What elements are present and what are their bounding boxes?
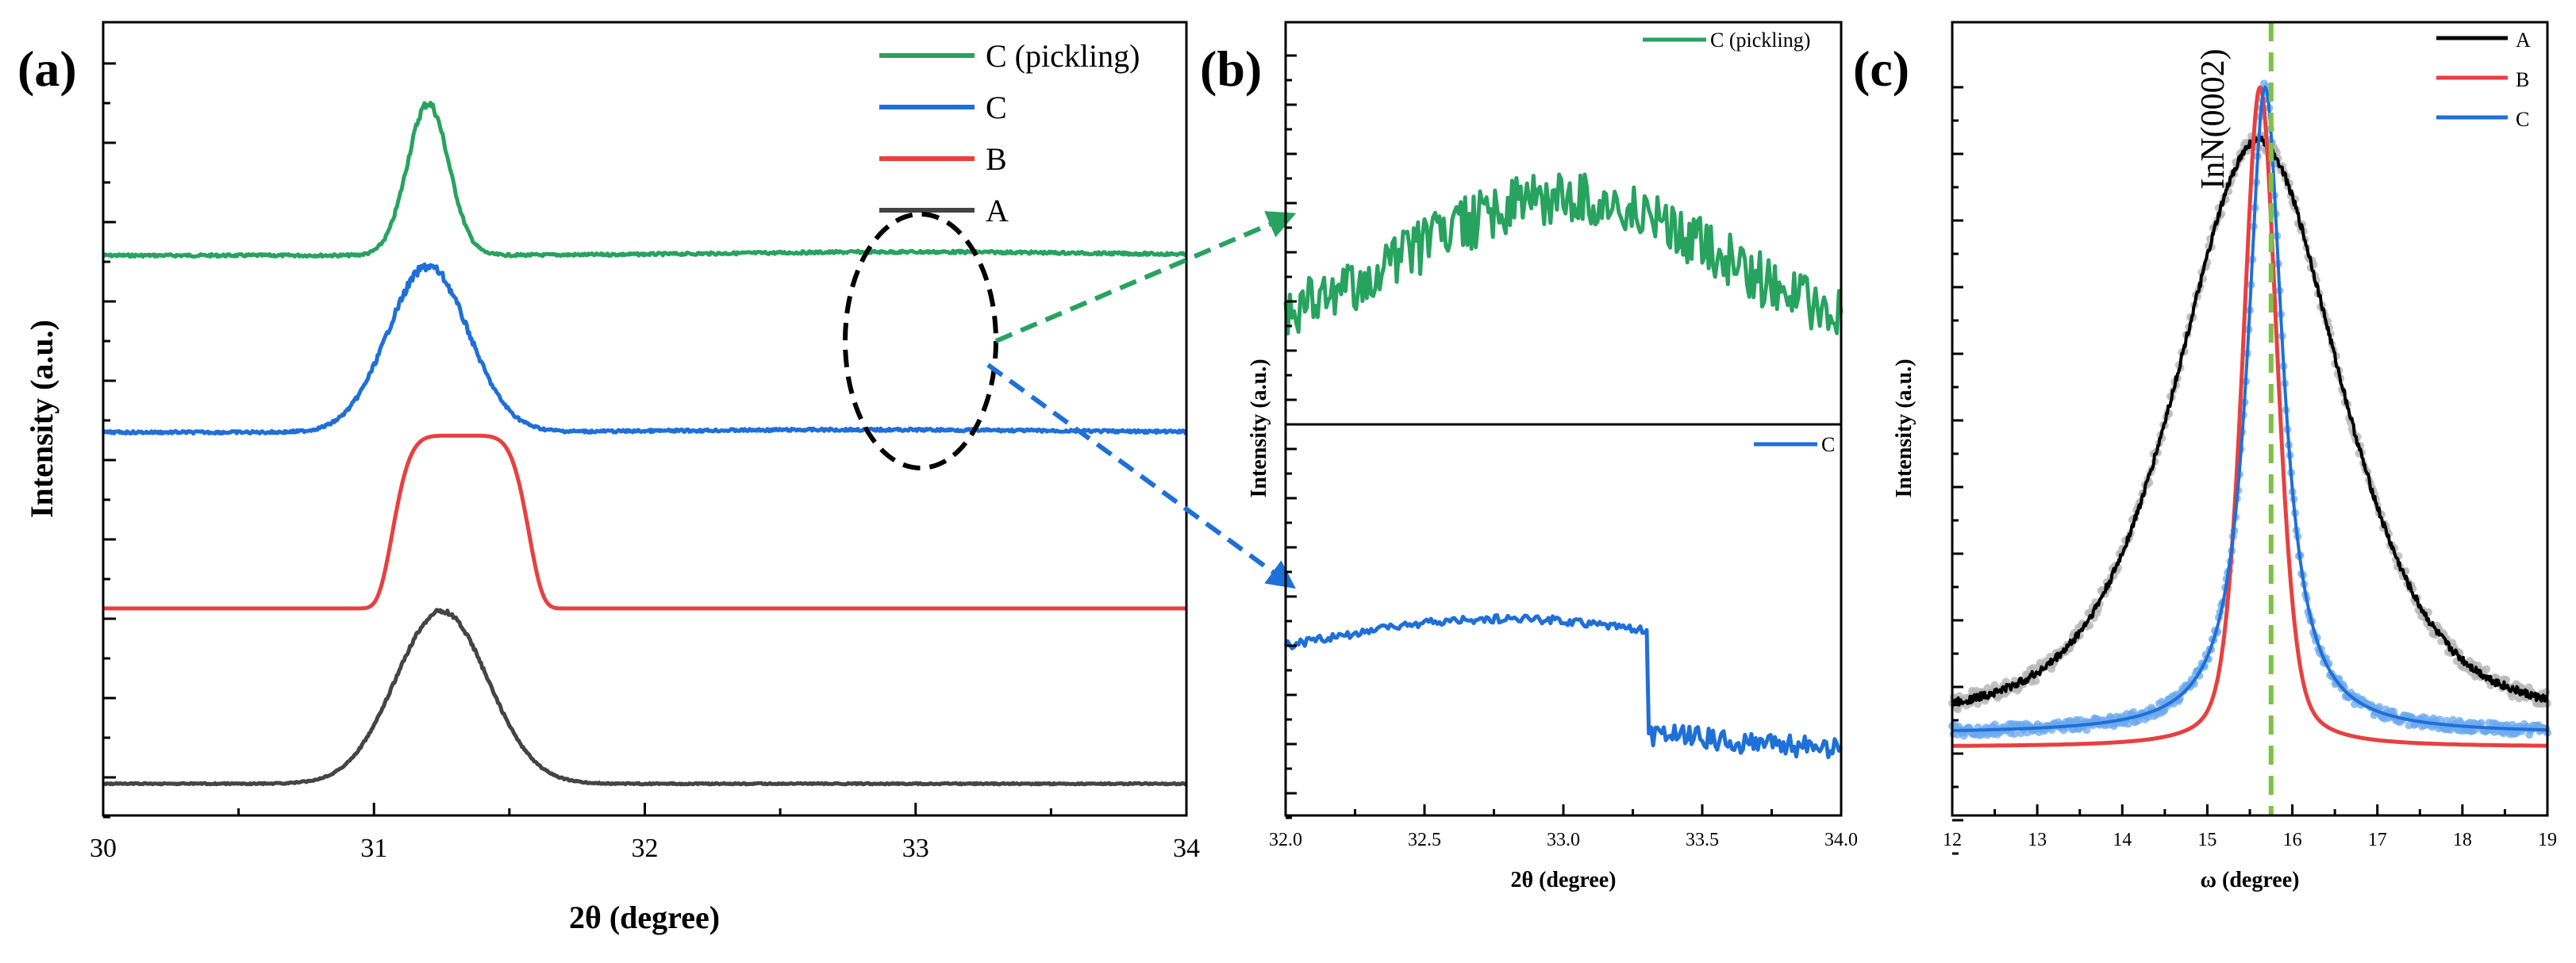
arrow-to-panel-b-bottom (986, 363, 1296, 589)
panel-b-frame (1284, 21, 1843, 817)
panel-a-xtick-label: 31 (360, 834, 387, 863)
panel-c-series-b (1951, 85, 2549, 748)
panel-a: (a) 30 31 32 33 34 2θ (degree) Intensity (a.… (17, 21, 1297, 935)
panel-c-xtick-label: 15 (2197, 830, 2217, 850)
panel-b-xtick-label: 33.0 (1547, 830, 1580, 850)
panel-a-ylabel: Intensity (a.u.) (24, 320, 60, 518)
panel-c-xlabel: ω (degree) (2201, 868, 2300, 892)
panel-c-point-a (2482, 665, 2491, 673)
panel-c-point-c (2477, 719, 2486, 727)
panel-a-xtick-label: 33 (902, 834, 929, 863)
panel-c-point-c (2436, 716, 2444, 724)
panel-c-series-a (1951, 136, 2549, 707)
panel-c-point-c (2375, 703, 2384, 712)
panel-c-point-a (2032, 677, 2040, 685)
panel-a-frame (102, 21, 1188, 817)
panel-a-legend-label: B (986, 141, 1007, 177)
panel-c-point-a (1990, 681, 1999, 689)
panel-b-label: (b) (1200, 40, 1262, 97)
panel-a-legend-label: A (986, 193, 1009, 228)
panel-c: (c) 12 13 14 15 16 17 18 19 ω (degree) Intensit… (1853, 21, 2557, 892)
panel-c-point-c (2010, 730, 2019, 739)
panel-b-ticks: 32.0 32.5 33.0 33.5 34.0 (1269, 54, 1858, 850)
panel-c-point-a (1974, 700, 1982, 708)
panel-c-plot-area (1948, 22, 2551, 815)
panel-c-xtick-label: 14 (2113, 830, 2132, 850)
panel-c-xtick-label: 19 (2538, 830, 2557, 850)
panel-c-ticks: 12 13 14 15 16 17 18 19 (1943, 86, 2557, 855)
panel-c-legend-label: C (2516, 108, 2529, 131)
panel-b-xlabel: 2θ (degree) (1510, 868, 1616, 892)
panel-b-legend-label: C (1821, 433, 1835, 456)
panel-b-xtick-label: 33.5 (1686, 830, 1719, 850)
panel-c-label: (c) (1853, 40, 1909, 97)
panel-b-xtick-label: 32.0 (1269, 830, 1302, 850)
panel-a-legend: C (pickling) CBA (879, 38, 1140, 228)
panel-a-series-c (101, 262, 1188, 435)
panel-c-legend-label: B (2516, 68, 2529, 91)
panel-a-xlabel: 2θ (degree) (569, 900, 720, 935)
panel-c-xtick-label: 17 (2368, 830, 2387, 850)
panel-c-xtick-label: 18 (2453, 830, 2472, 850)
panel-b-legend-label: C (pickling) (1710, 29, 1810, 52)
panel-c-legend-label: A (2516, 29, 2531, 52)
panel-b-ylabel: Intensity (a.u.) (1247, 359, 1271, 497)
panel-b-legend: C (pickling) C (1643, 29, 1835, 456)
panel-a-series-b (102, 433, 1187, 611)
panel-a-series-a (102, 608, 1188, 787)
panel-c-xtick-label: 16 (2283, 830, 2302, 850)
panel-c-ylabel: Intensity (a.u.) (1892, 359, 1917, 497)
panel-a-plot-area (101, 101, 1188, 787)
panel-c-point-c (2082, 726, 2091, 735)
panel-a-series-c-pickling- (102, 101, 1187, 259)
panel-a-legend-label: C (pickling) (986, 38, 1140, 74)
panel-b-xtick-label: 34.0 (1824, 830, 1858, 850)
panel-b: (b) 32.0 32.5 33.0 33.5 34.0 2θ (degree) Int… (1200, 21, 1858, 892)
panel-c-xtick-label: 12 (1943, 830, 1962, 850)
panel-b-series-c-pickling (1283, 172, 1844, 336)
panel-a-ticks: 30 31 32 33 34 (90, 62, 1200, 863)
panel-b-plot-area (1283, 172, 1844, 760)
panel-c-point-a (2508, 693, 2516, 701)
panel-a-xtick-label: 30 (90, 834, 117, 863)
panel-a-label: (a) (17, 40, 77, 97)
panel-c-series-c (1951, 86, 2548, 733)
panel-b-series-c (1283, 613, 1844, 760)
panel-c-guide-label: InN(0002) (2195, 48, 2232, 189)
panel-c-xtick-label: 13 (2028, 830, 2047, 850)
panel-a-xtick-label: 32 (632, 834, 659, 863)
panel-b-xtick-label: 32.5 (1408, 830, 1441, 850)
panel-c-legend: ABC (2436, 29, 2531, 131)
arrow-to-panel-b-top (994, 211, 1297, 343)
panel-a-legend-label: C (986, 90, 1007, 125)
panel-a-xtick-label: 34 (1173, 834, 1200, 863)
